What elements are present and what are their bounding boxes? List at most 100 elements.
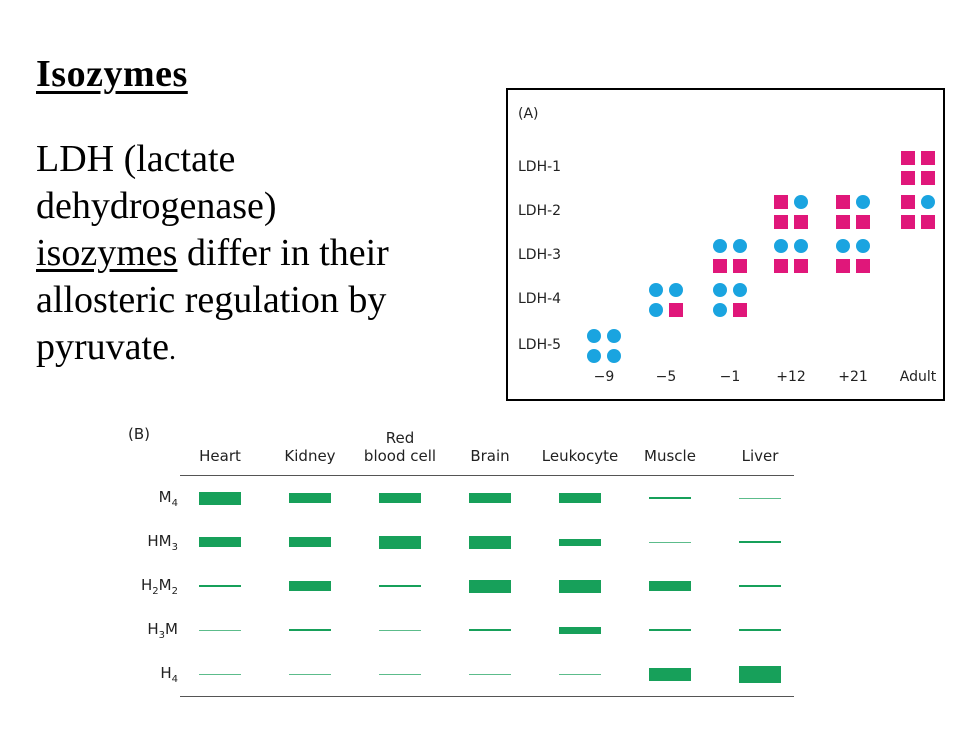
panel-a-developmental-ldh: (A) LDH-1 LDH-2 LDH-3 LDH-4 LDH-5 −9 −5 −1 +12 +2… [506, 88, 945, 401]
body-line-5-end: . [168, 335, 176, 366]
h-subunit-square [921, 171, 935, 185]
isozyme-label-part: H [141, 576, 153, 594]
tissue-column-header: Liver [710, 429, 810, 465]
m-subunit-circle [856, 195, 870, 209]
isozyme-level-bar [379, 493, 421, 503]
ldh-tetramer [774, 239, 808, 273]
age-column-label: Adult [899, 369, 937, 385]
tissue-column-header: Muscle [620, 429, 720, 465]
h-subunit-square [733, 259, 747, 273]
isozymes-term: isozymes [36, 232, 178, 274]
age-column-label: −1 [719, 369, 741, 385]
tissue-column-header: Red blood cell [350, 429, 450, 465]
tissue-header-line1 [260, 429, 360, 447]
h-subunit-square [901, 151, 915, 165]
isozyme-level-bar [379, 629, 421, 631]
tissue-column-header: Brain [440, 429, 540, 465]
slide-title: Isozymes [36, 53, 188, 95]
ldh-tetramer [713, 239, 747, 273]
h-subunit-square [921, 215, 935, 229]
isozyme-label-part: H [160, 664, 172, 682]
tissue-header-line2: blood cell [363, 447, 437, 465]
h-subunit-square [901, 215, 915, 229]
isozyme-level-bar [469, 673, 511, 675]
isozyme-level-bar [289, 673, 331, 675]
m-subunit-circle [733, 283, 747, 297]
m-subunit-circle [856, 239, 870, 253]
m-subunit-circle [649, 283, 663, 297]
isozyme-level-bar [649, 541, 691, 543]
ldh-tetramer [836, 195, 870, 229]
tissue-column-header: Heart [170, 429, 270, 465]
isozyme-level-bar [199, 491, 241, 505]
isozyme-level-bar [559, 579, 601, 593]
h-subunit-square [794, 259, 808, 273]
isozyme-label-part: M [165, 620, 178, 638]
tissue-header-line2: Heart [199, 447, 241, 465]
isozyme-level-bar [559, 626, 601, 634]
isozyme-level-bar [199, 629, 241, 631]
m-subunit-circle [921, 195, 935, 209]
isozyme-label-part: H [147, 620, 159, 638]
h-subunit-square [774, 259, 788, 273]
tissue-header-line1 [170, 429, 270, 447]
m-subunit-circle [587, 329, 601, 343]
isozyme-level-bar [199, 537, 241, 547]
tissue-header-line2: Muscle [644, 447, 696, 465]
tissue-header-line1 [530, 429, 630, 447]
isozyme-level-bar [379, 585, 421, 587]
isozyme-level-bar [379, 673, 421, 675]
m-subunit-circle [713, 239, 727, 253]
ldh-row-label: LDH-1 [518, 159, 562, 175]
ldh-tetramer [587, 329, 621, 363]
body-line-2: dehydrogenase) [36, 185, 277, 227]
ldh-tetramer [836, 239, 870, 273]
isozyme-row-label: H2M2 [118, 576, 178, 597]
isozyme-row-label: HM3 [118, 532, 178, 553]
isozyme-row-label: H3M [118, 620, 178, 641]
isozyme-level-bar [649, 497, 691, 499]
tissue-header-line2: Liver [741, 447, 779, 465]
isozyme-level-bar [469, 629, 511, 631]
isozyme-level-bar [739, 541, 781, 543]
h-subunit-square [669, 303, 683, 317]
h-subunit-square [856, 215, 870, 229]
h-subunit-square [794, 215, 808, 229]
panel-b-bottom-rule [180, 696, 794, 697]
h-subunit-square [774, 215, 788, 229]
tissue-header-line2: Leukocyte [541, 447, 619, 465]
panel-b-tissue-ldh: (B) Heart Kidney Red blood cell Brain Leuk… [118, 425, 808, 715]
isozyme-label-part: 3 [158, 630, 166, 641]
isozyme-label-part: 4 [171, 674, 178, 685]
isozyme-level-bar [649, 629, 691, 631]
ldh-row-label: LDH-2 [518, 203, 562, 219]
isozyme-label-part: 2 [171, 586, 178, 597]
m-subunit-circle [713, 303, 727, 317]
tissue-header-line2: Kidney [284, 447, 336, 465]
tissue-header-line1 [620, 429, 720, 447]
tissue-header-line1 [710, 429, 810, 447]
m-subunit-circle [836, 239, 850, 253]
age-column-label: −5 [655, 369, 677, 385]
body-line-1: LDH (lactate [36, 138, 236, 180]
isozyme-level-bar [289, 581, 331, 591]
ldh-tetramer [774, 195, 808, 229]
tissue-column-header: Leukocyte [530, 429, 630, 465]
ldh-tetramer [649, 283, 683, 317]
isozyme-level-bar [739, 665, 781, 683]
isozyme-level-bar [289, 537, 331, 547]
isozyme-level-bar [289, 493, 331, 503]
ldh-row-label: LDH-4 [518, 291, 562, 307]
h-subunit-square [836, 215, 850, 229]
isozyme-level-bar [559, 673, 601, 675]
isozyme-row-label: M4 [118, 488, 178, 509]
body-line-4: allosteric regulation by [36, 279, 387, 321]
isozyme-level-bar [739, 629, 781, 631]
body-line-3-rest: differ in their [177, 232, 389, 274]
ldh-row-label: LDH-3 [518, 247, 562, 263]
isozyme-level-bar [739, 585, 781, 587]
isozyme-label-part: M [158, 488, 172, 506]
panel-b-label: (B) [128, 425, 150, 443]
h-subunit-square [774, 195, 788, 209]
isozyme-level-bar [559, 538, 601, 546]
